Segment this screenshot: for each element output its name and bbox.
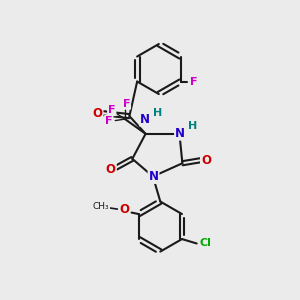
Text: N: N — [175, 127, 185, 140]
Text: O: O — [201, 154, 211, 167]
Text: O: O — [119, 203, 129, 216]
Text: F: F — [108, 105, 116, 115]
Text: H: H — [188, 122, 197, 131]
Text: F: F — [190, 76, 197, 86]
Text: O: O — [93, 107, 103, 120]
Text: Cl: Cl — [200, 238, 211, 248]
Text: H: H — [154, 108, 163, 118]
Text: N: N — [148, 170, 158, 183]
Text: F: F — [123, 99, 130, 109]
Text: F: F — [105, 116, 112, 126]
Text: N: N — [140, 112, 150, 126]
Text: O: O — [106, 163, 116, 176]
Text: CH₃: CH₃ — [93, 202, 110, 211]
